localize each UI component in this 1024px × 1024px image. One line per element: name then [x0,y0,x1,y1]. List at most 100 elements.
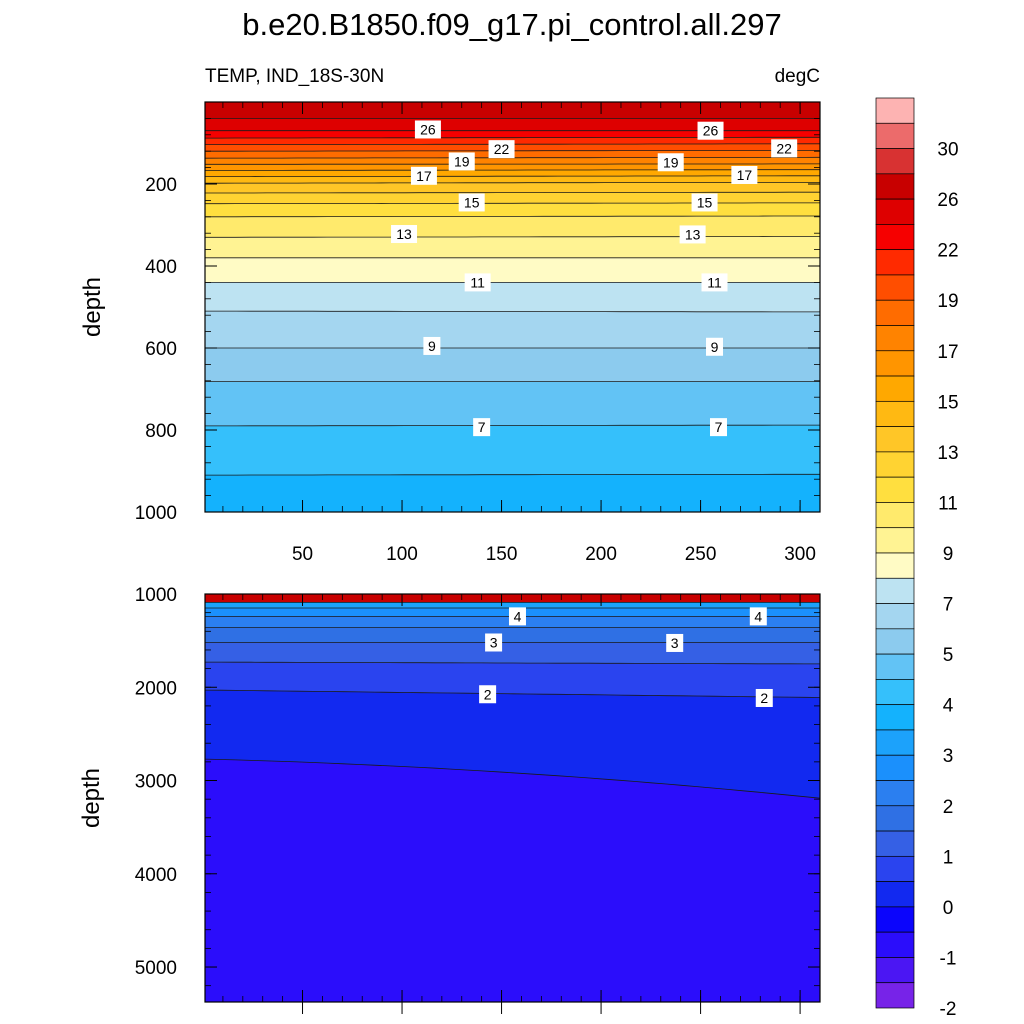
upper-contour-label: 26 [703,123,719,139]
colorbar-box [875,628,915,655]
colorbar-box [875,729,915,756]
lower-contour-line-2.5 [205,661,820,665]
upper-contour-label: 26 [420,121,436,137]
lower-band-7 [205,690,820,799]
lower-contour-label-box [508,607,526,626]
colorbar-box [875,224,915,251]
upper-contour-line-17 [205,182,820,184]
colorbar-label: 3 [943,746,954,767]
colorbar-box [875,375,915,402]
upper-contour-line-6 [205,473,820,476]
upper-ylabel: depth [79,277,106,337]
upper-contour-label-box [410,166,437,185]
lower-contour-label-box [666,633,684,652]
lower-band-6 [205,662,820,698]
colorbar-label: -2 [940,999,957,1020]
colorbar-label: 5 [943,645,954,666]
colorbar-box [875,906,915,933]
lower-contour-label: 4 [514,608,522,624]
lower-ytick-label: 2000 [135,678,177,699]
colorbar-box [875,855,915,882]
upper-band-12 [205,202,820,217]
colorbar-box [875,451,915,478]
upper-contour-label-box [771,139,798,158]
colorbar-box [875,704,915,731]
colorbar-label: 22 [937,241,958,262]
colorbar-label: 4 [943,696,954,717]
upper-contour-line-19 [204,169,820,171]
colorbar-box [875,830,915,857]
colorbar-box [875,679,915,706]
upper-band-16 [205,282,820,312]
upper-contour-label-box [697,121,724,140]
upper-contour-label: 9 [711,339,719,355]
colorbar-label: 15 [937,392,958,413]
colorbar-label: 1 [943,847,954,868]
lower-band-5 [205,642,820,664]
colorbar-box [875,653,915,680]
upper-band-10 [205,182,820,193]
lower-ytick-label: 4000 [135,865,177,886]
colorbar-box [875,527,915,554]
colorbar-box [875,325,915,352]
lower-band-1 [205,602,820,608]
upper-contour-label-box [679,225,706,244]
colorbar-label: 9 [943,544,954,565]
upper-band-20 [205,425,820,476]
upper-contour-line-14 [205,215,820,218]
chart-title: b.e20.B1850.f09_g17.pi_control.all.297 [242,7,782,42]
colorbar-box [875,805,915,832]
xtick-label: 250 [685,544,717,565]
upper-contour-line-10 [205,310,820,313]
xtick-label: 150 [486,544,518,565]
lower-contour-label-box [755,688,773,707]
colorbar-box [875,476,915,503]
upper-contour-label-box [731,165,758,184]
colorbar-box [875,577,915,604]
upper-band-19 [205,381,820,426]
upper-band-13 [205,216,820,238]
upper-contour-label-box [414,120,441,139]
xtick-label: 50 [292,544,313,565]
upper-ytick-label: 200 [145,175,177,196]
lower-contour-label: 3 [671,635,679,651]
lower-contour-line-1 [204,758,821,799]
upper-band-11 [205,192,820,204]
chart-subtitle-right: degC [775,66,820,87]
upper-band-18 [205,348,820,382]
upper-band-9 [205,175,820,184]
colorbar-box [875,957,915,984]
upper-contour-line-18 [205,175,820,177]
lower-ytick-label: 5000 [135,958,177,979]
colorbar-label: 30 [937,140,958,161]
colorbar-box [875,148,915,175]
upper-contour-label: 7 [715,419,723,435]
upper-band-1 [205,118,820,131]
upper-contour-label-box [657,153,684,172]
upper-band-2 [205,130,820,139]
xtick-label: 300 [784,544,816,565]
colorbar-box [875,173,915,200]
upper-contour-label: 13 [396,226,412,242]
colorbar-box [875,97,915,124]
lower-contour-label-box [479,685,497,704]
upper-contour-label: 15 [464,194,480,210]
upper-contour-label-box [488,140,515,159]
upper-contour-label-box [691,193,718,212]
upper-band-17 [205,311,820,348]
xtick-label: 100 [386,544,418,565]
upper-band-0 [205,102,820,119]
upper-contour-label: 22 [776,140,792,156]
upper-ytick-label: 1000 [135,503,177,524]
upper-contour-label: 15 [697,194,713,210]
colorbar-box [875,754,915,781]
lower-contour-label: 2 [760,690,768,706]
upper-ytick-label: 400 [145,257,177,278]
colorbar-label: 11 [938,493,958,514]
upper-contour-label-box [709,418,727,437]
upper-contour-label-box [423,336,441,355]
lower-ytick-label: 1000 [135,585,177,606]
colorbar-label: 13 [937,443,958,464]
lower-contour-label: 2 [484,686,492,702]
colorbar-box [875,122,915,149]
